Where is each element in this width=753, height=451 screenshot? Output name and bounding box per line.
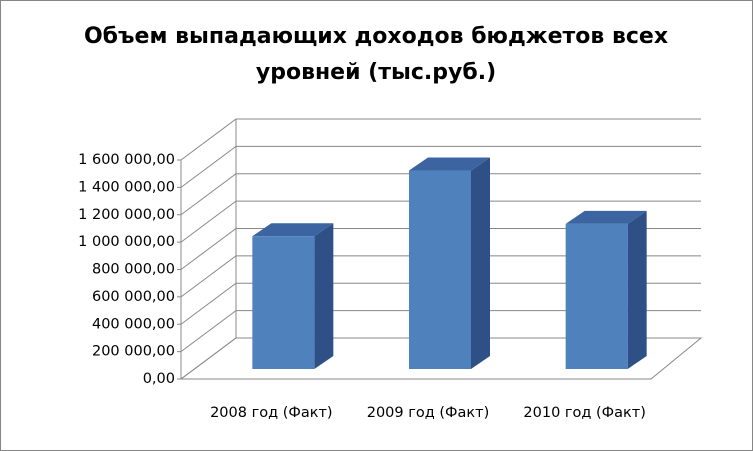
bar xyxy=(409,157,490,369)
y-tick-label: 0,00 xyxy=(143,371,175,387)
y-tick-label: 1 200 000,00 xyxy=(78,207,175,223)
bar-front xyxy=(565,223,628,369)
grid-line xyxy=(180,255,701,298)
bar xyxy=(252,223,334,369)
bar-front xyxy=(252,236,315,369)
grid-line xyxy=(180,173,701,216)
bar-front xyxy=(409,170,471,369)
bar-side xyxy=(471,157,490,369)
y-tick-label: 600 000,00 xyxy=(92,289,175,305)
bar-side xyxy=(314,223,334,369)
grid-line xyxy=(180,310,701,353)
y-tick-label: 1 600 000,00 xyxy=(78,152,175,168)
y-tick-label: 1 000 000,00 xyxy=(78,234,175,250)
grid-line xyxy=(180,145,701,188)
x-tick-label: 2008 год (Факт) xyxy=(210,405,333,421)
bar-top xyxy=(252,223,334,237)
x-tick-label: 2009 год (Факт) xyxy=(367,405,490,421)
grid-line xyxy=(180,200,701,243)
grid-line xyxy=(180,282,701,325)
grid-line xyxy=(180,228,701,270)
bar-top xyxy=(409,157,490,171)
grid-line xyxy=(180,337,701,380)
bar-top xyxy=(565,210,647,224)
chart-title: Объем выпадающих доходов бюджетов всех у… xyxy=(83,24,669,85)
y-tick-label: 400 000,00 xyxy=(92,316,175,332)
bar xyxy=(565,210,647,369)
y-tick-label: 800 000,00 xyxy=(92,262,175,278)
x-tick-label: 2010 год (Факт) xyxy=(523,405,646,421)
bar-side xyxy=(627,210,647,369)
grid-line xyxy=(180,118,701,161)
y-tick-label: 1 400 000,00 xyxy=(78,179,175,195)
y-tick-label: 200 000,00 xyxy=(92,344,175,360)
